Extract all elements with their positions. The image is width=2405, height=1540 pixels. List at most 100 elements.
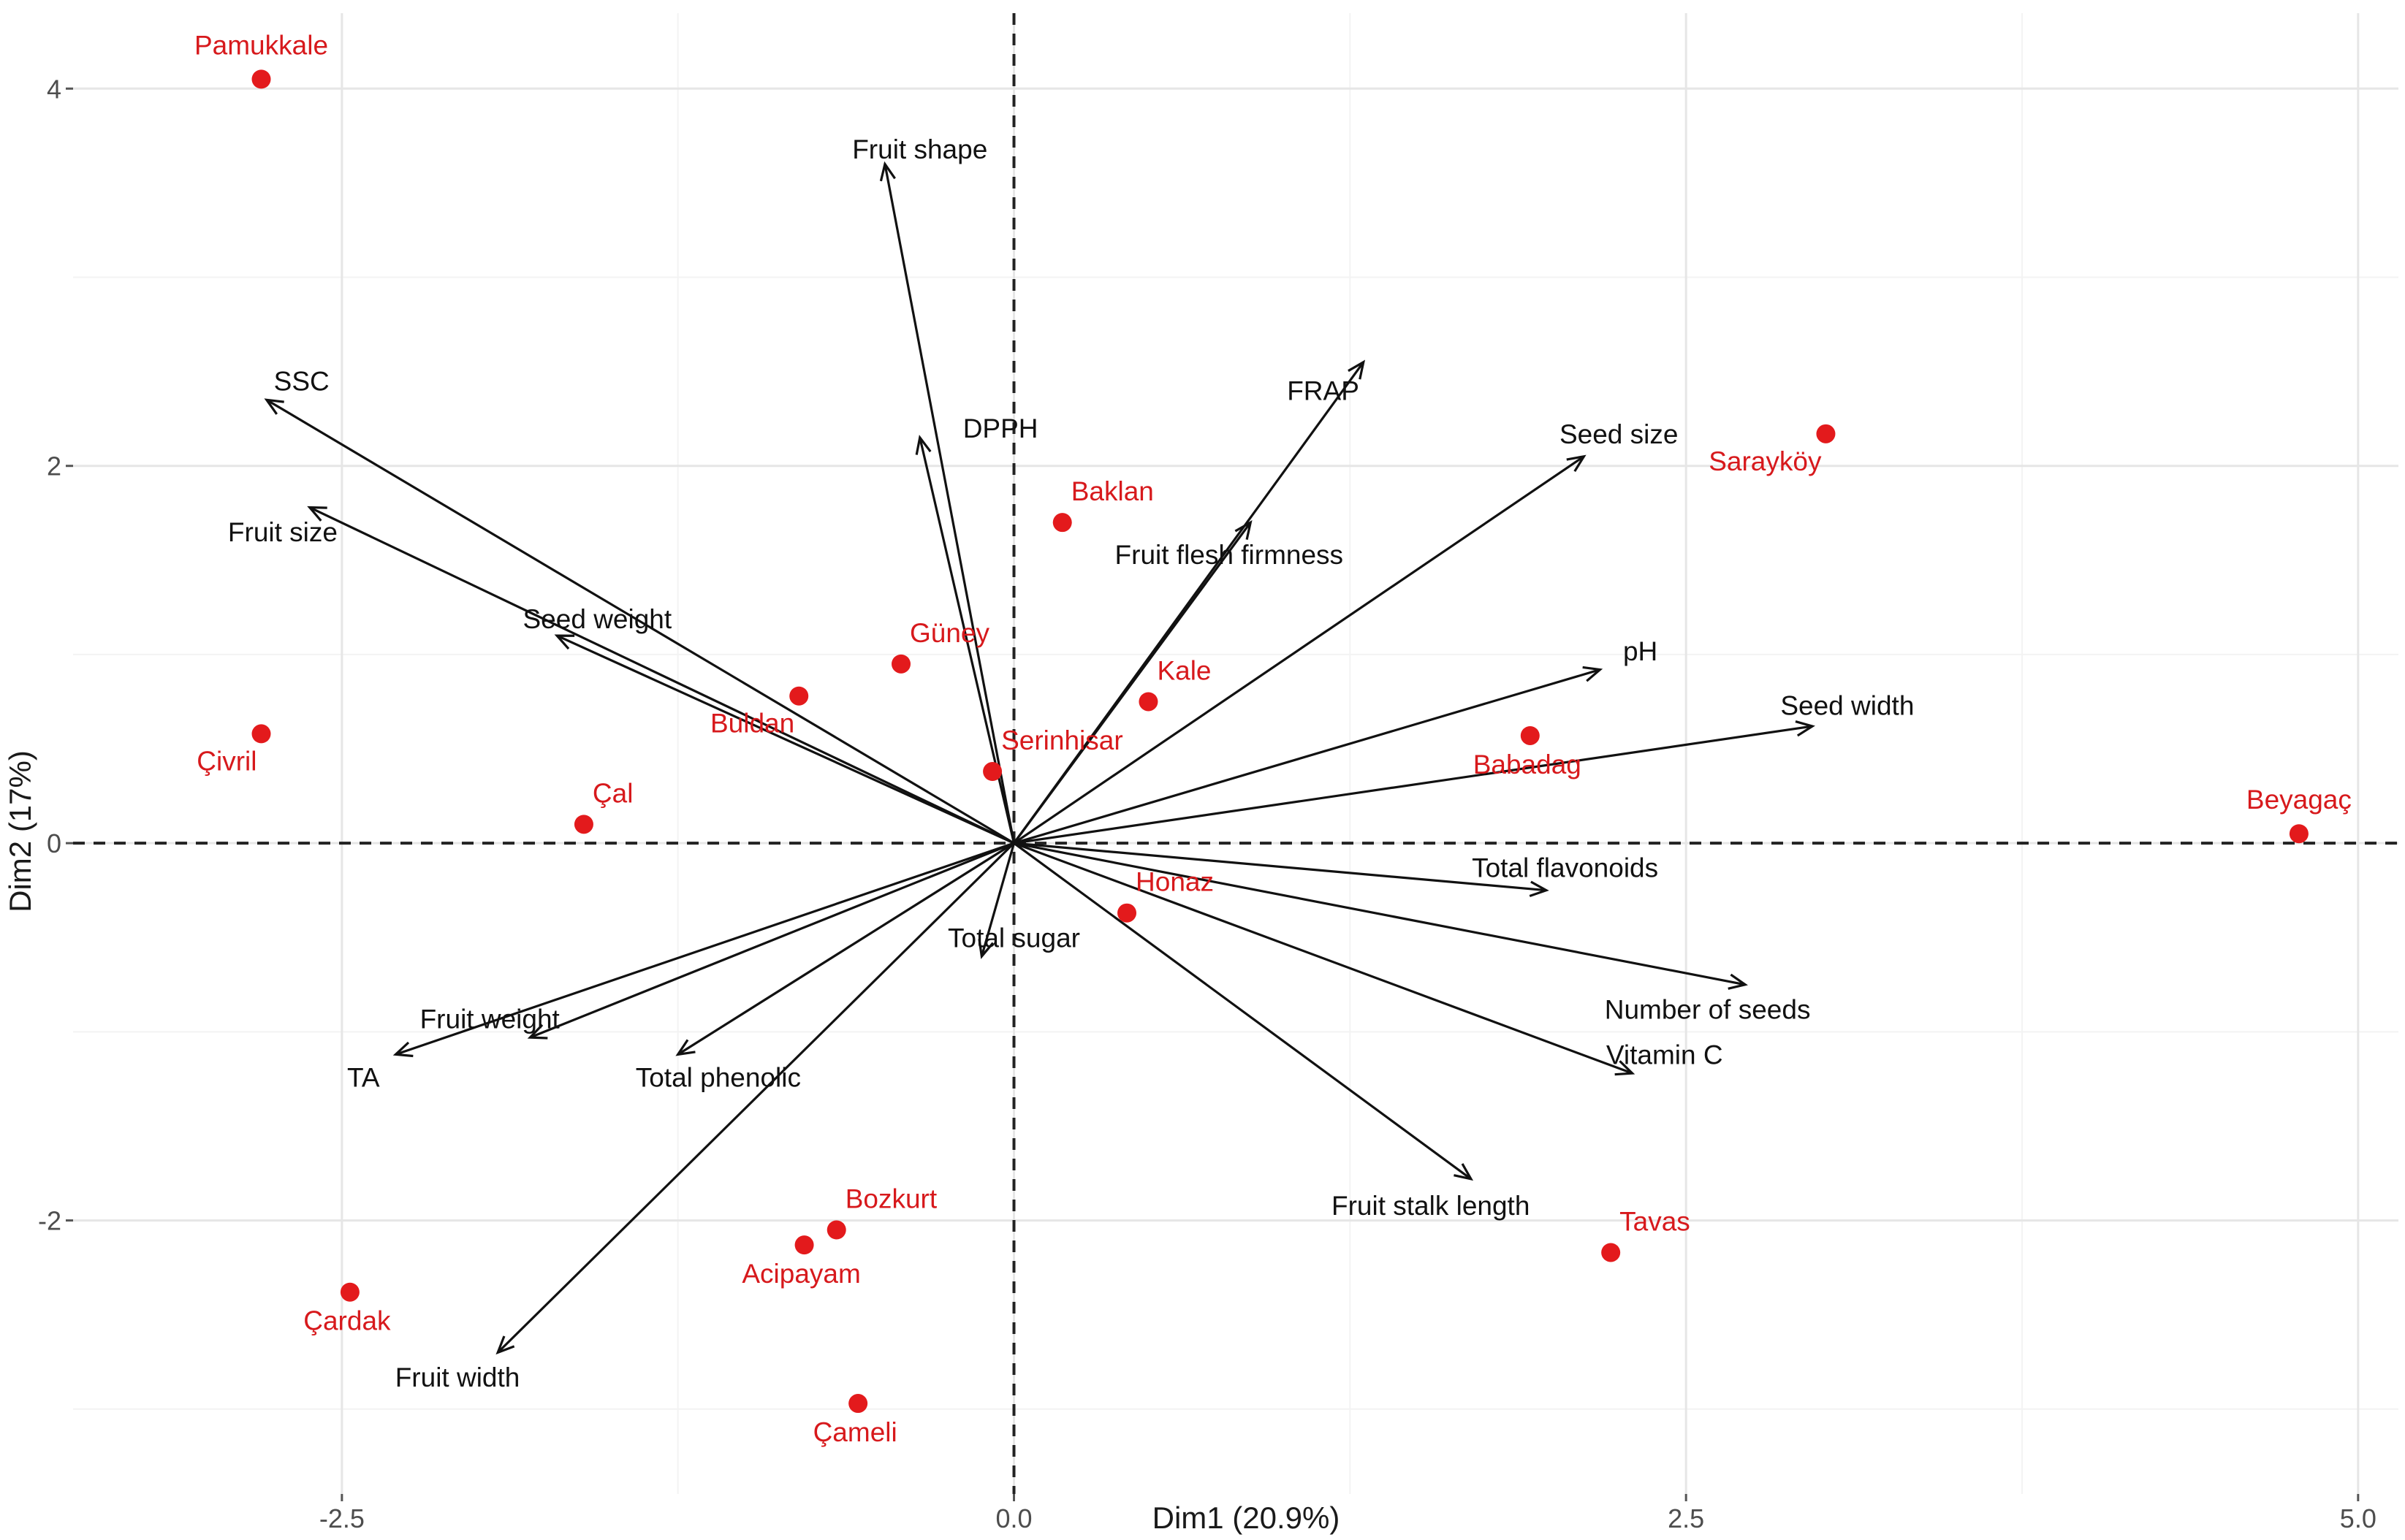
point-buldan <box>789 686 809 706</box>
point-label-honaz: Honaz <box>1136 867 1214 897</box>
arrow-fruit-flesh-firmness <box>1013 522 1252 845</box>
y-axis-title: Dim2 (17%) <box>3 750 37 912</box>
arrowhead-number-of-seeds <box>1728 973 1748 990</box>
axis-ticks: -2.5 0.0 2.5 5.0 -2 0 2 4 <box>38 74 2376 1533</box>
point-labels: Pamukkale Sarayköy Baklan Güney Kale Buldan Se… <box>194 30 2352 1447</box>
variable-label-seed-size: Seed size <box>1559 419 1679 449</box>
variable-label-seed-weight: Seed weight <box>523 604 672 634</box>
arrow-fruit-weight <box>529 842 1015 1039</box>
point-label-çivril: Çivril <box>197 746 257 776</box>
point-label-babadag: Babadag <box>1473 750 1581 779</box>
variable-label-fruit-stalk-length: Fruit stalk length <box>1331 1191 1530 1221</box>
arrow-ph <box>1014 668 1600 845</box>
variable-label-fruit-shape: Fruit shape <box>852 134 987 164</box>
arrowhead-ssc <box>264 398 284 415</box>
point-tavas <box>1601 1243 1621 1262</box>
variable-label-total-flavonoids: Total flavonoids <box>1472 853 1658 883</box>
arrowhead-fruit-shape <box>879 161 896 182</box>
point-label-buldan: Buldan <box>710 709 794 739</box>
arrowhead-fruit-stalk-length <box>1454 1163 1474 1181</box>
x-tick-label: 2.5 <box>1668 1503 1704 1533</box>
point-label-pamukkale: Pamukkale <box>194 30 328 60</box>
point-babadag <box>1520 725 1540 745</box>
point-pamukkale <box>251 69 271 89</box>
variable-label-fruit-weight: Fruit weight <box>420 1004 561 1034</box>
individual-points <box>251 69 2309 1414</box>
y-tick-label: 4 <box>47 74 61 104</box>
arrow-total-flavonoids <box>1014 842 1547 892</box>
point-label-serinhisar: Serinhisar <box>1001 725 1123 755</box>
reference-lines <box>73 13 2398 1494</box>
arrow-vitamin-c <box>1013 842 1633 1075</box>
variable-label-ssc: SSC <box>274 367 330 397</box>
x-axis-title: Dim1 (20.9%) <box>1152 1501 1340 1535</box>
variable-label-vitamin-c: Vitamin C <box>1606 1040 1723 1070</box>
variable-label-fruit-size: Fruit size <box>228 517 338 547</box>
point-label-çardak: Çardak <box>303 1306 391 1336</box>
y-tick-label: -2 <box>38 1206 61 1236</box>
point-honaz <box>1117 903 1137 923</box>
arrow-total-sugar <box>980 842 1016 957</box>
arrowhead-ta <box>392 1041 414 1058</box>
point-label-beyagaç: Beyagaç <box>2246 785 2352 815</box>
variable-label-ph: pH <box>1623 636 1657 666</box>
point-label-tavas: Tavas <box>1619 1206 1690 1236</box>
arrowhead-total-sugar <box>978 939 995 959</box>
variable-labels: Fruit shape SSC DPPH FRAP Seed size Fruit siz… <box>228 134 1915 1392</box>
arrowhead-seed-size <box>1566 454 1587 473</box>
x-tick-label: -2.5 <box>319 1503 365 1533</box>
arrow-fruit-size <box>309 506 1015 845</box>
arrow-seed-size <box>1013 455 1585 845</box>
variable-arrows <box>264 161 1815 1355</box>
arrowhead-ph <box>1582 666 1603 682</box>
arrowhead-fruit-flesh-firmness <box>1234 520 1253 540</box>
arrowhead-dpph <box>915 435 932 455</box>
variable-label-total-phenolic: Total phenolic <box>636 1062 801 1092</box>
variable-label-dpph: DPPH <box>963 413 1038 443</box>
arrow-ta <box>395 842 1015 1056</box>
point-label-çal: Çal <box>593 778 634 808</box>
point-baklan <box>1052 513 1072 533</box>
arrowhead-seed-weight <box>554 634 575 650</box>
variable-label-seed-width: Seed width <box>1780 691 1914 721</box>
x-tick-label: 5.0 <box>2340 1503 2376 1533</box>
arrowhead-total-flavonoids <box>1529 880 1549 898</box>
point-label-acipayam: Acipayam <box>742 1259 860 1289</box>
arrowhead-seed-width <box>1795 720 1815 737</box>
point-çameli <box>848 1394 868 1414</box>
point-label-sarayköy: Sarayköy <box>1709 446 1822 476</box>
variable-label-ta: TA <box>347 1062 380 1092</box>
point-güney <box>892 654 911 674</box>
arrow-number-of-seeds <box>1014 842 1746 986</box>
point-label-kale: Kale <box>1157 655 1211 685</box>
arrowhead-vitamin-c <box>1614 1060 1635 1076</box>
y-tick-label: 2 <box>47 451 61 481</box>
point-label-çameli: Çameli <box>813 1417 897 1447</box>
arrow-ssc <box>266 398 1015 845</box>
point-serinhisar <box>983 762 1003 782</box>
point-çivril <box>251 724 271 744</box>
arrowhead-fruit-width <box>495 1335 515 1355</box>
arrow-fruit-width <box>497 842 1015 1354</box>
variable-label-fruit-width: Fruit width <box>395 1362 520 1392</box>
y-tick-label: 0 <box>47 828 61 858</box>
x-tick-label: 0.0 <box>995 1503 1032 1533</box>
point-kale <box>1139 692 1158 712</box>
point-çal <box>574 815 593 834</box>
point-acipayam <box>794 1235 814 1255</box>
arrowhead-total-phenolic <box>675 1039 696 1056</box>
arrow-seed-weight <box>556 634 1015 845</box>
point-label-bozkurt: Bozkurt <box>846 1183 938 1213</box>
arrowhead-fruit-size <box>307 506 327 522</box>
arrow-fruit-stalk-length <box>1013 842 1472 1181</box>
variable-label-fruit-flesh-firmness: Fruit flesh firmness <box>1115 540 1344 570</box>
point-label-baklan: Baklan <box>1071 476 1154 506</box>
point-bozkurt <box>827 1220 846 1240</box>
variable-label-total-sugar: Total sugar <box>948 923 1080 953</box>
point-çardak <box>340 1282 360 1302</box>
point-beyagaç <box>2289 824 2309 844</box>
point-label-güney: Güney <box>910 618 990 648</box>
variable-label-frap: FRAP <box>1287 376 1359 405</box>
